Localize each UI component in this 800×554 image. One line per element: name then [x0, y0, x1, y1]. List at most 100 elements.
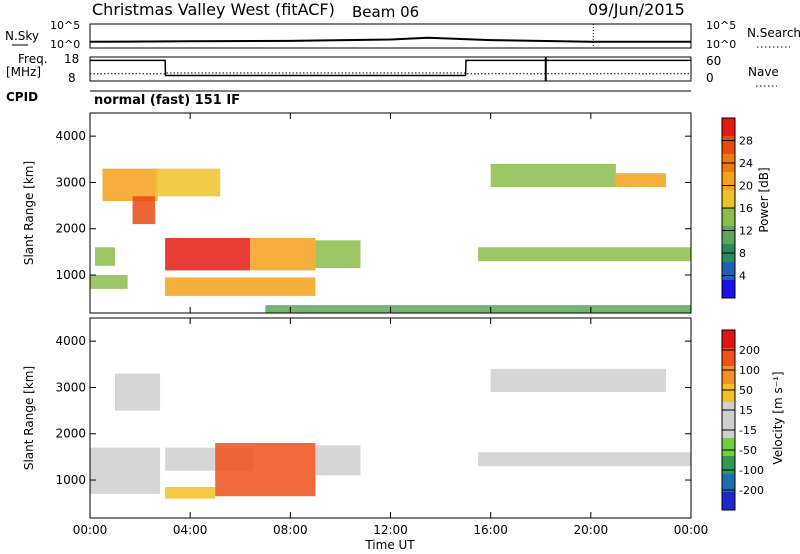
y-tick-label: 2000: [55, 222, 86, 236]
colorbar-tick-label: 8: [739, 247, 746, 260]
colorbar-tick-label: -100: [739, 464, 764, 477]
noise-panel-frame: [89, 23, 692, 49]
colorbar-swatch: [722, 456, 735, 474]
y-tick-label: 1000: [55, 473, 86, 487]
heatmap-region: [478, 247, 691, 262]
colorbar-tick-label: 12: [739, 225, 753, 238]
freq-tick-bottom: 8: [68, 71, 76, 85]
colorbar-swatch: [722, 330, 735, 348]
colorbar-swatch: [722, 348, 735, 366]
colorbar-tick-label: 50: [739, 384, 753, 397]
heatmap-region: [250, 238, 316, 271]
velocity-ylabel: Slant Range [km]: [22, 366, 36, 470]
colorbar-swatch: [722, 474, 735, 492]
nsearch-tick-top: 10^5: [706, 19, 736, 32]
colorbar-swatch: [722, 420, 735, 438]
heatmap-region: [115, 373, 161, 411]
colorbar-tick-label: -15: [739, 424, 757, 437]
x-tick-label: 04:00: [173, 523, 208, 537]
y-tick-label: 1000: [55, 268, 86, 282]
velocity-cbar-label: Velocity [m s⁻¹]: [771, 371, 785, 464]
colorbar-swatch: [722, 384, 735, 402]
heatmap-region: [478, 452, 691, 467]
freq-label-2: [MHz]: [6, 65, 41, 79]
power-yticks: 1000 2000 3000 4000: [55, 129, 691, 282]
colorbar-swatch: [722, 402, 735, 420]
power-colorbar: 28 24 20 16 12 8 4: [721, 117, 753, 299]
colorbar-tick-label: 24: [739, 157, 753, 170]
noise-series-line: [89, 36, 691, 43]
nave-label: Nave: [748, 65, 779, 79]
power-ylabel: Slant Range [km]: [22, 161, 36, 265]
heatmap-region: [165, 238, 251, 271]
heatmap-region: [90, 447, 161, 494]
x-tick-label: 12:00: [373, 523, 408, 537]
heatmap-region: [165, 277, 316, 296]
colorbar-tick-label: 4: [739, 270, 746, 283]
heatmap-region: [315, 240, 361, 269]
colorbar-swatch: [722, 226, 735, 244]
colorbar-swatch: [722, 492, 735, 510]
heatmap-region: [490, 163, 616, 187]
heatmap-region: [155, 168, 221, 197]
date-label: 09/Jun/2015: [588, 0, 685, 19]
colorbar-tick-label: 16: [739, 202, 753, 215]
colorbar-tick-label: 15: [739, 404, 753, 417]
cpid-value: normal (fast) 151 IF: [94, 93, 240, 108]
y-tick-label: 2000: [55, 427, 86, 441]
colorbar-tick-label: -200: [739, 484, 764, 497]
colorbar-swatch: [722, 280, 735, 298]
heatmap-region: [102, 168, 158, 201]
heatmap-region: [265, 305, 691, 313]
colorbar-swatch: [722, 262, 735, 280]
radar-title: Christmas Valley West (fitACF): [92, 0, 335, 19]
nsearch-label: N.Search: [747, 26, 800, 40]
y-tick-label: 3000: [55, 380, 86, 394]
freq-panel-frame: [89, 56, 692, 82]
colorbar-swatch: [722, 208, 735, 226]
heatmap-region: [165, 487, 216, 499]
beam-label: Beam 06: [352, 3, 419, 21]
x-tick-label: 16:00: [473, 523, 508, 537]
freq-series-line: [90, 59, 691, 77]
colorbar-swatch: [722, 190, 735, 208]
noise-lines: [89, 24, 691, 49]
colorbar-swatch: [722, 366, 735, 384]
velocity-heatmap: [90, 368, 691, 499]
colorbar-frame: [721, 329, 736, 511]
colorbar-tick-label: 28: [739, 135, 753, 148]
heatmap-region: [615, 173, 666, 188]
x-tick-label: 00:00: [73, 523, 108, 537]
nave-tick-bottom: 0: [706, 71, 714, 85]
colorbar-swatch: [722, 172, 735, 190]
colorbar-tick-label: 200: [739, 344, 760, 357]
nsky-tick-bottom: 10^0: [50, 38, 80, 51]
velocity-yticks: 1000 2000 3000 4000: [55, 334, 691, 487]
velocity-colorbar: 200 100 50 15 -15 -50 -100 -200: [721, 329, 764, 511]
heatmap-region: [95, 247, 115, 266]
nsearch-tick-bottom: 10^0: [706, 38, 736, 51]
colorbar-tick-label: -50: [739, 444, 757, 457]
heatmap-region: [215, 443, 316, 497]
colorbar-tick-label: 100: [739, 364, 760, 377]
x-tick-label: 00:00: [674, 523, 709, 537]
colorbar-tick-label: 20: [739, 180, 753, 193]
freq-tick-top: 18: [64, 52, 79, 66]
nave-series-line: [90, 72, 691, 75]
xaxis-label: Time UT: [364, 538, 415, 552]
nsky-label: N.Sky: [5, 29, 39, 43]
power-heatmap: [90, 163, 691, 313]
nave-tick-top: 60: [706, 54, 721, 68]
power-cbar-label: Power [dB]: [757, 167, 771, 232]
freq-label-1: Freq.: [18, 52, 48, 66]
nsky-tick-top: 10^5: [50, 19, 80, 32]
y-tick-label: 4000: [55, 129, 86, 143]
colorbar-swatch: [722, 118, 735, 136]
heatmap-region: [490, 368, 666, 392]
colorbar-swatch: [722, 136, 735, 154]
x-tick-label: 20:00: [574, 523, 609, 537]
heatmap-region: [90, 275, 128, 289]
time-axis: 00:00 04:00 08:00 12:00 16:00 20:00 00:00: [73, 113, 709, 537]
heatmap-region: [315, 445, 361, 476]
